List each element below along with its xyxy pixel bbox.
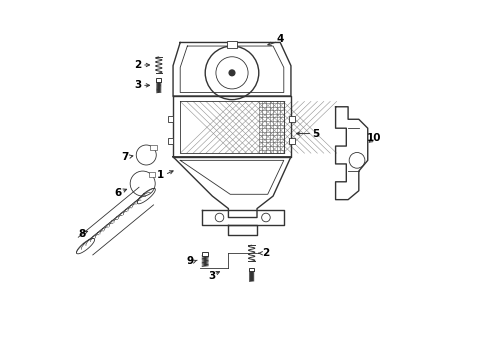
Polygon shape bbox=[201, 210, 283, 225]
Text: 9: 9 bbox=[186, 256, 193, 266]
FancyBboxPatch shape bbox=[202, 252, 208, 256]
Circle shape bbox=[229, 70, 234, 76]
Polygon shape bbox=[173, 157, 290, 217]
FancyBboxPatch shape bbox=[148, 172, 155, 176]
FancyBboxPatch shape bbox=[167, 138, 173, 144]
Text: 3: 3 bbox=[207, 271, 215, 281]
Text: 2: 2 bbox=[262, 248, 269, 258]
FancyBboxPatch shape bbox=[288, 116, 294, 122]
Polygon shape bbox=[335, 107, 367, 200]
Polygon shape bbox=[228, 225, 257, 235]
Text: 1: 1 bbox=[157, 170, 164, 180]
Text: 6: 6 bbox=[114, 188, 121, 198]
Text: 4: 4 bbox=[276, 34, 284, 44]
FancyBboxPatch shape bbox=[150, 145, 157, 150]
Text: 5: 5 bbox=[312, 129, 319, 139]
Text: 10: 10 bbox=[366, 133, 380, 143]
Text: 3: 3 bbox=[134, 80, 142, 90]
Text: 2: 2 bbox=[134, 60, 142, 70]
FancyBboxPatch shape bbox=[167, 116, 173, 122]
Text: 8: 8 bbox=[79, 229, 86, 239]
FancyBboxPatch shape bbox=[226, 41, 237, 48]
FancyBboxPatch shape bbox=[288, 138, 294, 144]
FancyBboxPatch shape bbox=[249, 268, 253, 271]
Polygon shape bbox=[173, 96, 290, 157]
Polygon shape bbox=[173, 42, 290, 96]
FancyBboxPatch shape bbox=[156, 78, 161, 82]
Text: 7: 7 bbox=[121, 152, 128, 162]
